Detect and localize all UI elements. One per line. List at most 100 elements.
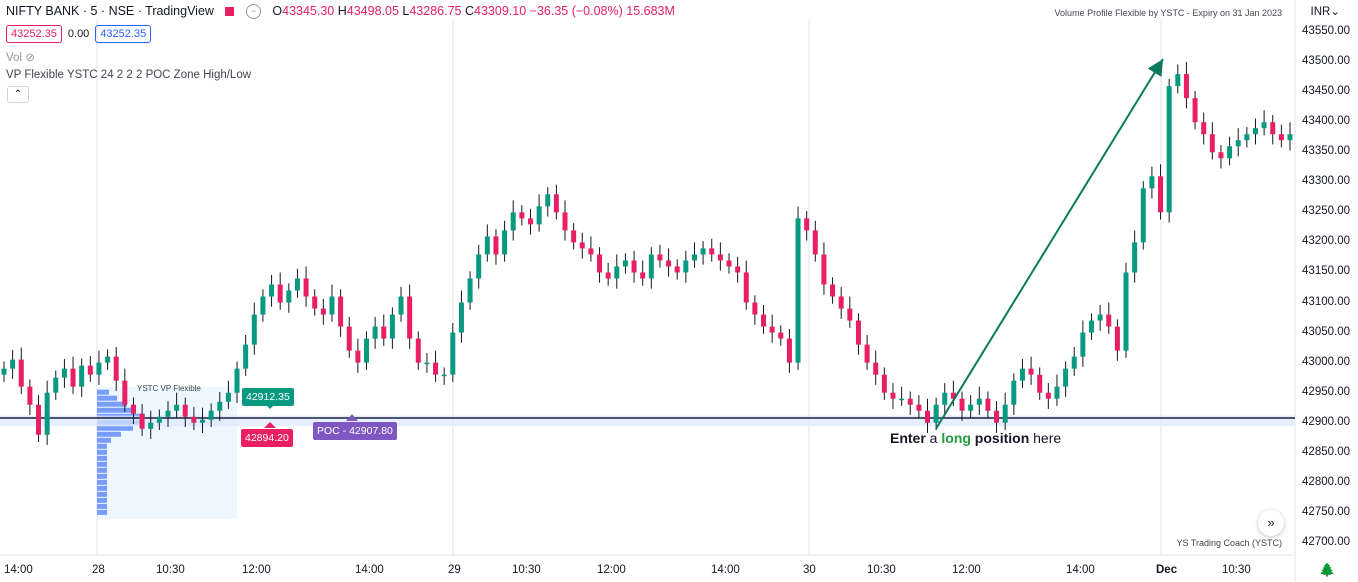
candle-down bbox=[493, 236, 499, 255]
time-tick-label: 14:00 bbox=[4, 564, 33, 576]
candle-down bbox=[407, 296, 413, 339]
candle-down bbox=[139, 413, 145, 429]
candle-down bbox=[657, 254, 663, 261]
candle-up bbox=[968, 404, 974, 411]
candle-up bbox=[174, 404, 180, 411]
candle-down bbox=[769, 326, 775, 333]
hidden-eye-icon[interactable]: ⊘ bbox=[25, 52, 35, 64]
price-tick-label: 43050.00 bbox=[1302, 325, 1350, 338]
candle-down bbox=[752, 302, 758, 315]
vp-histogram-bar bbox=[97, 461, 107, 467]
vp-histogram-bar bbox=[97, 497, 107, 503]
price-tick-label: 43500.00 bbox=[1302, 55, 1350, 68]
candle-down bbox=[36, 404, 42, 435]
candle-down bbox=[303, 278, 309, 297]
price-tick-label: 42850.00 bbox=[1302, 445, 1350, 458]
vp-histogram-bar bbox=[97, 449, 107, 455]
candle-down bbox=[433, 362, 439, 375]
candle-up bbox=[795, 218, 801, 363]
candle-up bbox=[1244, 134, 1250, 141]
candle-down bbox=[959, 398, 965, 411]
candle-down bbox=[743, 272, 749, 303]
annotation-part-2: a bbox=[925, 430, 942, 446]
candle-down bbox=[994, 410, 1000, 423]
candle-down bbox=[27, 386, 33, 405]
candle-down bbox=[605, 272, 611, 279]
candle-down bbox=[778, 332, 784, 339]
price-tick-label: 43200.00 bbox=[1302, 235, 1350, 248]
candle-down bbox=[631, 260, 637, 273]
candle-down bbox=[1106, 314, 1112, 327]
candle-down bbox=[1028, 368, 1034, 375]
indicator-legend[interactable]: VP Flexible YSTC 24 2 2 2 POC Zone High/… bbox=[6, 69, 252, 81]
candle-down bbox=[312, 296, 318, 309]
candle-down bbox=[130, 404, 136, 414]
candle-down bbox=[855, 320, 861, 345]
volume-indicator-row[interactable]: Vol ⊘ bbox=[6, 50, 35, 64]
candle-up bbox=[1132, 242, 1138, 273]
candle-down bbox=[562, 212, 568, 231]
candle-up bbox=[942, 392, 948, 405]
trade-arrow-line bbox=[935, 58, 1164, 430]
candle-up bbox=[683, 260, 689, 273]
candle-up bbox=[208, 410, 214, 420]
candle-down bbox=[527, 218, 533, 225]
candle-up bbox=[614, 266, 620, 279]
candle-down bbox=[1209, 134, 1215, 153]
candle-down bbox=[916, 404, 922, 411]
chart-note-top: Volume Profile Flexible by YSTC - Expiry… bbox=[1054, 8, 1282, 18]
candle-down bbox=[881, 374, 887, 393]
collapse-legend-button[interactable]: ⌃ bbox=[7, 86, 29, 103]
buy-button[interactable]: 43252.35 bbox=[95, 25, 152, 43]
tree-icon: 🌲 bbox=[1319, 562, 1336, 577]
candle-up bbox=[476, 254, 482, 279]
candle-down bbox=[1201, 122, 1207, 135]
candle-up bbox=[225, 392, 231, 402]
candle-down bbox=[709, 248, 715, 255]
poc-label: POC - 42907.80 bbox=[313, 422, 397, 440]
candle-up bbox=[1088, 320, 1094, 333]
candle-down bbox=[761, 314, 767, 327]
candle-down bbox=[579, 242, 585, 249]
symbol-legend: NIFTY BANK · 5 · NSE · TradingView − O43… bbox=[6, 4, 675, 20]
price-tick-label: 43400.00 bbox=[1302, 115, 1350, 128]
candle-up bbox=[1097, 314, 1103, 321]
candle-up bbox=[105, 356, 111, 363]
candle-down bbox=[1278, 134, 1284, 141]
candle-down bbox=[1183, 74, 1189, 99]
scroll-to-realtime-button[interactable]: » bbox=[1258, 510, 1284, 536]
vp-histogram-bar bbox=[97, 425, 133, 431]
candle-up bbox=[96, 362, 102, 375]
candle-up bbox=[217, 401, 223, 411]
candle-down bbox=[588, 248, 594, 255]
price-tick-label: 42750.00 bbox=[1302, 505, 1350, 518]
candle-up bbox=[329, 296, 335, 315]
candle-down bbox=[277, 284, 283, 303]
candle-down bbox=[804, 218, 810, 231]
candle-down bbox=[415, 338, 421, 363]
sell-button[interactable]: 43252.35 bbox=[6, 25, 62, 43]
close-value: 43309.10 bbox=[474, 4, 527, 18]
annotation-part-3: long bbox=[941, 430, 971, 446]
candle-down bbox=[838, 296, 844, 309]
vp-title-label: YSTC VP Flexible bbox=[137, 384, 201, 393]
candle-up bbox=[165, 410, 171, 417]
candle-up bbox=[700, 248, 706, 255]
candle-up bbox=[44, 392, 50, 435]
candle-down bbox=[830, 284, 836, 297]
vp-histogram-bar bbox=[97, 395, 117, 401]
candle-up bbox=[1166, 86, 1172, 213]
low-label: L bbox=[402, 4, 410, 18]
price-tick-label: 42950.00 bbox=[1302, 385, 1350, 398]
time-tick-label: 10:30 bbox=[512, 564, 541, 576]
candle-up bbox=[622, 260, 628, 267]
candle-down bbox=[873, 362, 879, 375]
candle-up bbox=[441, 374, 447, 377]
currency-select[interactable]: INR⌄ bbox=[1311, 4, 1340, 18]
eye-icon[interactable]: − bbox=[245, 4, 261, 20]
candle-up bbox=[234, 368, 240, 393]
symbol-title[interactable]: NIFTY BANK · 5 · NSE · TradingView bbox=[6, 4, 214, 18]
candle-up bbox=[1149, 176, 1155, 189]
candle-down bbox=[346, 326, 352, 351]
